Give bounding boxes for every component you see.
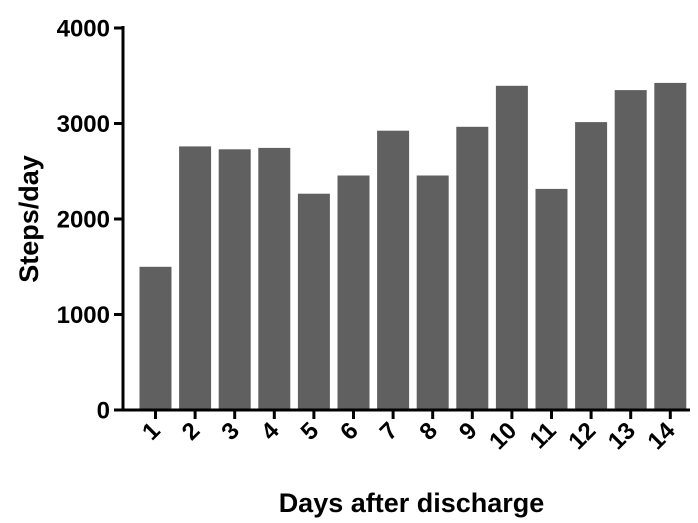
bar-day-8 [416,175,449,410]
bar-day-4 [258,147,291,410]
y-tick-label-1000: 1000 [57,302,110,329]
y-axis: 0 1000 2000 3000 4000 [57,16,125,425]
x-tick-label-11: 11 [525,417,562,454]
bar-day-5 [297,193,330,410]
bar-day-6 [337,175,370,410]
bar-day-13 [614,90,647,410]
x-tick-label-7: 7 [375,417,404,446]
y-tick-label-3000: 3000 [57,111,110,138]
x-tick-label-2: 2 [177,417,206,446]
x-tick-label-3: 3 [216,417,245,446]
bar-day-1 [139,266,172,411]
x-tick-label-6: 6 [335,417,364,446]
x-tick-label-14: 14 [643,417,681,455]
x-tick-label-13: 13 [603,417,641,455]
bar-day-7 [377,130,410,410]
bar-day-10 [495,85,528,411]
x-tick-label-10: 10 [484,417,522,455]
y-tick-label-4000: 4000 [57,16,110,43]
x-axis: 1 2 3 4 5 6 7 8 9 10 11 12 13 14 [121,408,690,455]
x-axis-title: Days after discharge [279,488,545,518]
bar-day-3 [218,149,251,411]
x-tick-label-4: 4 [256,417,285,446]
x-tick-label-9: 9 [454,417,483,446]
bar-day-2 [179,146,212,410]
y-axis-title: Steps/day [14,155,44,283]
x-tick-label-8: 8 [414,417,443,446]
y-tick-label-2000: 2000 [57,207,110,234]
x-tick-label-5: 5 [296,417,325,446]
bars-group [139,82,687,411]
y-tick-label-0: 0 [97,398,110,425]
x-tick-label-1: 1 [137,417,166,446]
bar-day-14 [654,82,687,411]
bar-day-12 [575,122,608,410]
bar-day-11 [535,188,568,410]
bar-day-9 [456,126,489,411]
x-tick-label-12: 12 [563,417,601,455]
